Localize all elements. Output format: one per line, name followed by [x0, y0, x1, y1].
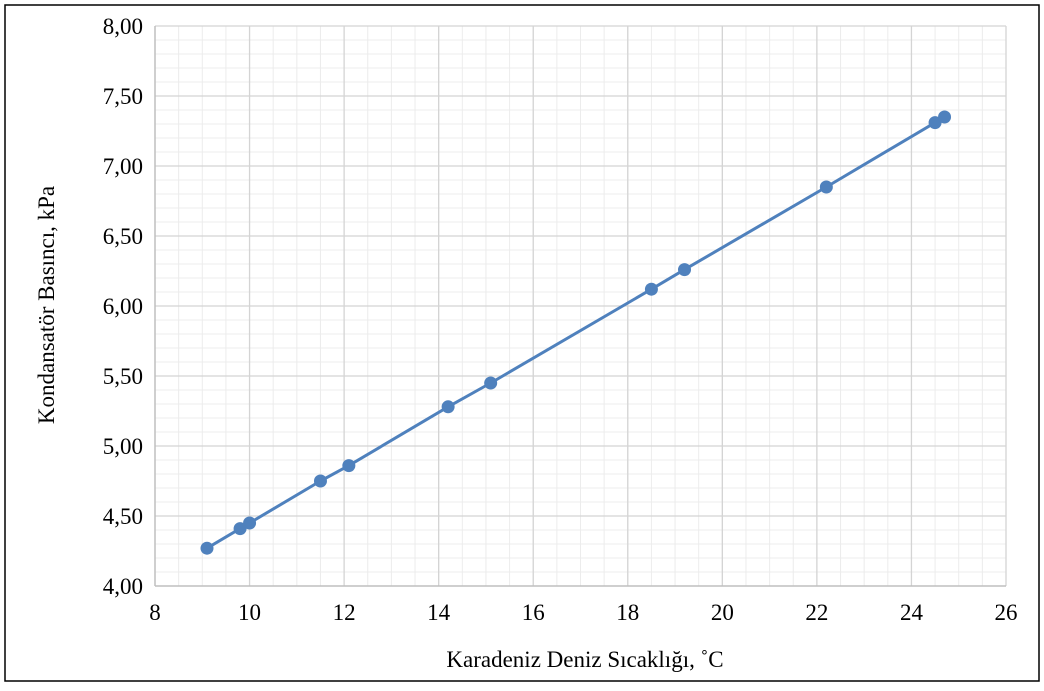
- data-point: [484, 376, 498, 390]
- x-tick-labels: 8 10 12 14 16 18 20 22 24 26: [149, 600, 1017, 625]
- y-tick-label: 6,50: [103, 224, 143, 249]
- y-tick-label: 8,00: [103, 14, 143, 39]
- y-tick-label: 5,00: [103, 434, 143, 459]
- x-tick-label: 20: [711, 600, 734, 625]
- data-point: [938, 110, 952, 124]
- x-tick-label: 16: [522, 600, 545, 625]
- data-point: [441, 400, 455, 414]
- x-tick-label: 26: [995, 600, 1018, 625]
- x-tick-label: 18: [616, 600, 639, 625]
- y-tick-label: 4,50: [103, 504, 143, 529]
- x-axis-title: Karadeniz Deniz Sıcaklığı, ˚C: [446, 647, 723, 672]
- y-tick-label: 7,00: [103, 154, 143, 179]
- chart-frame: [4, 4, 1040, 682]
- data-point: [644, 282, 658, 296]
- y-tick-label: 4,00: [103, 574, 143, 599]
- y-tick-labels: 4,00 4,50 5,00 5,50 6,00 6,50 7,00 7,50 8,00: [103, 14, 143, 599]
- data-point: [342, 459, 356, 473]
- data-point: [313, 474, 327, 488]
- data-point: [819, 180, 833, 194]
- x-tick-label: 14: [427, 600, 451, 625]
- x-tick-label: 24: [900, 600, 924, 625]
- data-point: [928, 116, 942, 130]
- x-tick-label: 10: [238, 600, 261, 625]
- x-tick-label: 22: [805, 600, 828, 625]
- data-point: [678, 263, 692, 277]
- data-point: [200, 541, 214, 555]
- y-axis-title: Kondansatör Basıncı, kPa: [34, 186, 59, 424]
- x-tick-label: 8: [149, 600, 161, 625]
- data-point: [243, 516, 257, 530]
- axes: [154, 26, 1006, 587]
- x-tick-label: 12: [333, 600, 356, 625]
- y-tick-label: 5,50: [103, 364, 143, 389]
- series-layer: [200, 110, 952, 555]
- data-point: [233, 522, 247, 536]
- y-tick-label: 7,50: [103, 84, 143, 109]
- y-tick-label: 6,00: [103, 294, 143, 319]
